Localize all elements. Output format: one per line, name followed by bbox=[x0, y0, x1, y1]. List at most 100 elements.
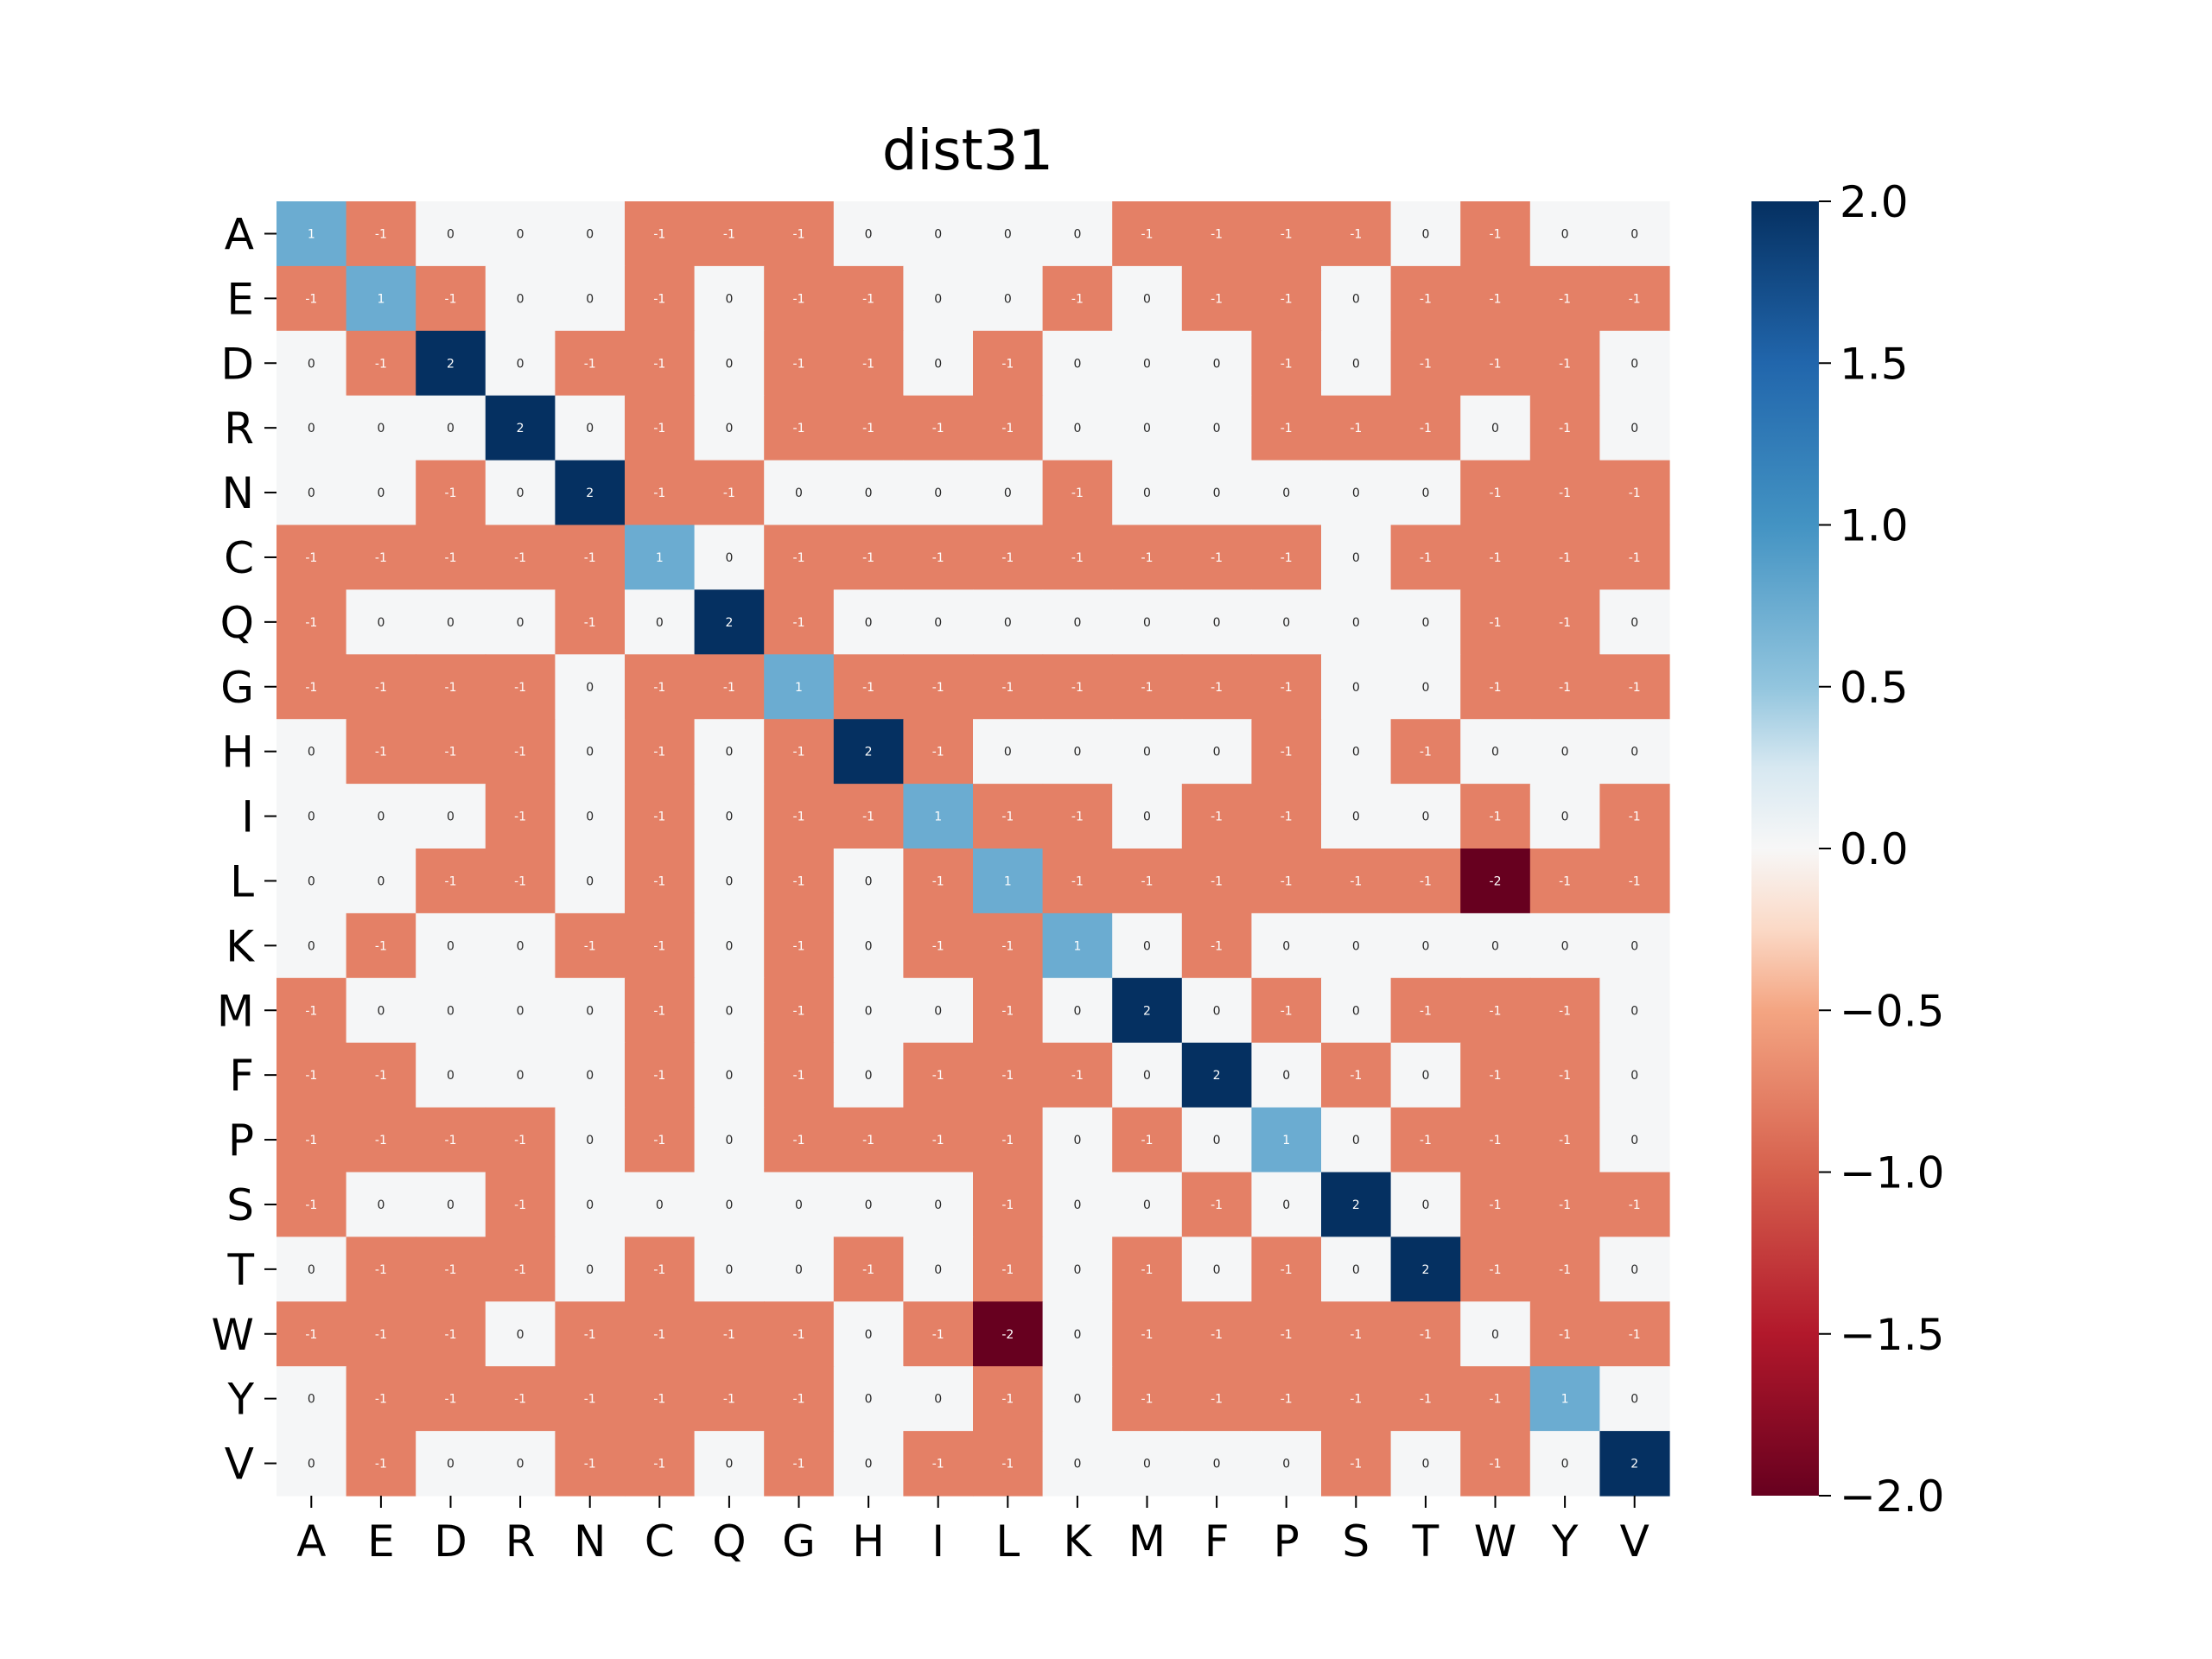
cell-value-label: -1 bbox=[445, 1134, 457, 1147]
cell-value-label: -1 bbox=[1281, 1004, 1293, 1018]
cell-value-label: 0 bbox=[865, 227, 873, 241]
heatmap-cell-G-A bbox=[276, 654, 347, 720]
cell-value-label: -1 bbox=[305, 1198, 317, 1212]
cell-value-label: -1 bbox=[1281, 357, 1293, 371]
cell-value-label: 0 bbox=[934, 486, 942, 500]
cell-value-label: 0 bbox=[934, 292, 942, 306]
cell-value-label: -1 bbox=[1559, 681, 1571, 695]
cell-value-label: 0 bbox=[308, 1458, 315, 1471]
heatmap-cell-K-P bbox=[1251, 912, 1322, 979]
cell-value-label: 0 bbox=[308, 810, 315, 824]
cell-value-label: 0 bbox=[934, 1198, 942, 1212]
heatmap-cell-A-E bbox=[346, 201, 416, 267]
cell-value-label: -1 bbox=[305, 1069, 317, 1083]
cell-value-label: -1 bbox=[1559, 1134, 1571, 1147]
y-tick-label: D bbox=[220, 339, 254, 389]
heatmap-cell-Y-M bbox=[1112, 1366, 1183, 1432]
cell-value-label: -1 bbox=[932, 746, 944, 760]
heatmap-cell-M-T bbox=[1390, 977, 1461, 1044]
cell-value-label: -1 bbox=[1281, 810, 1293, 824]
heatmap-cell-A-W bbox=[1460, 201, 1531, 267]
cell-value-label: -1 bbox=[1559, 1004, 1571, 1018]
cell-value-label: -1 bbox=[1559, 874, 1571, 888]
cell-value-label: 0 bbox=[1143, 616, 1151, 630]
cell-value-label: -1 bbox=[1629, 486, 1641, 500]
cell-value-label: -1 bbox=[1141, 551, 1154, 565]
cell-value-label: 1 bbox=[1282, 1134, 1290, 1147]
heatmap-cell-Q-D bbox=[416, 589, 486, 655]
cell-value-label: 0 bbox=[1421, 227, 1429, 241]
y-tick-label: F bbox=[229, 1051, 254, 1101]
cell-value-label: -1 bbox=[932, 422, 944, 435]
heatmap-cell-R-K bbox=[1042, 395, 1113, 461]
cell-value-label: 0 bbox=[1630, 1263, 1638, 1277]
heatmap-cell-N-P bbox=[1251, 460, 1322, 526]
cell-value-label: 0 bbox=[377, 422, 385, 435]
cell-value-label: -1 bbox=[793, 746, 805, 760]
cell-value-label: 0 bbox=[865, 939, 873, 953]
cell-value-label: 0 bbox=[1073, 1328, 1081, 1342]
heatmap-cell-N-M bbox=[1112, 460, 1183, 526]
heatmap-cell-S-F bbox=[1181, 1172, 1252, 1237]
heatmap-cell-Y-E bbox=[346, 1366, 416, 1432]
heatmap-cell-G-S bbox=[1321, 654, 1392, 720]
heatmap-cell-F-K bbox=[1042, 1042, 1113, 1109]
heatmap-cell-S-N bbox=[555, 1172, 626, 1237]
cell-value-label: -1 bbox=[653, 1458, 665, 1471]
heatmap-cell-F-I bbox=[903, 1042, 974, 1109]
cell-value-label: -1 bbox=[1629, 551, 1641, 565]
cell-value-label: 0 bbox=[517, 292, 524, 306]
cell-value-label: -1 bbox=[305, 1328, 317, 1342]
cell-value-label: -1 bbox=[932, 551, 944, 565]
colorbar-tick-label: 1.0 bbox=[1840, 501, 1909, 551]
cell-value-label: -1 bbox=[1001, 939, 1014, 953]
heatmap-cell-Q-Y bbox=[1529, 589, 1600, 655]
heatmap-cell-R-L bbox=[973, 395, 1044, 461]
cell-value-label: 0 bbox=[1491, 939, 1499, 953]
heatmap-cell-W-Q bbox=[694, 1301, 765, 1367]
cell-value-label: 0 bbox=[586, 874, 594, 888]
cell-value-label: -2 bbox=[1001, 1328, 1014, 1342]
heatmap-cell-D-C bbox=[625, 330, 696, 397]
cell-value-label: -1 bbox=[375, 1263, 387, 1277]
cell-value-label: 0 bbox=[1213, 422, 1221, 435]
cell-value-label: 0 bbox=[586, 292, 594, 306]
cell-value-label: 2 bbox=[1352, 1198, 1360, 1212]
heatmap-cell-S-I bbox=[903, 1172, 974, 1237]
cell-value-label: 0 bbox=[1352, 681, 1360, 695]
heatmap-cell-C-W bbox=[1460, 524, 1531, 590]
cell-value-label: -1 bbox=[1211, 810, 1223, 824]
cell-value-label: -1 bbox=[932, 1458, 944, 1471]
heatmap-cell-L-L bbox=[973, 849, 1044, 914]
heatmap-cell-W-K bbox=[1042, 1301, 1113, 1367]
cell-value-label: -1 bbox=[793, 422, 805, 435]
heatmap-cell-C-L bbox=[973, 524, 1044, 590]
cell-value-label: -1 bbox=[793, 357, 805, 371]
heatmap-cell-F-P bbox=[1251, 1042, 1322, 1109]
heatmap-cell-M-N bbox=[555, 977, 626, 1044]
cell-value-label: 0 bbox=[1073, 422, 1081, 435]
heatmap-cell-K-I bbox=[903, 912, 974, 979]
heatmap-cell-N-Q bbox=[694, 460, 765, 526]
heatmap-cell-H-C bbox=[625, 719, 696, 785]
y-tick-label: Y bbox=[226, 1375, 254, 1425]
cell-value-label: 0 bbox=[377, 486, 385, 500]
heatmap-cell-G-R bbox=[485, 654, 556, 720]
heatmap-cell-K-M bbox=[1112, 912, 1183, 979]
cell-value-label: 0 bbox=[1073, 1004, 1081, 1018]
heatmap-cell-Q-E bbox=[346, 589, 416, 655]
cell-value-label: 0 bbox=[1073, 1263, 1081, 1277]
heatmap-cell-Y-V bbox=[1599, 1366, 1670, 1432]
cell-value-label: 0 bbox=[447, 1198, 454, 1212]
heatmap-cell-E-Q bbox=[694, 265, 765, 332]
heatmap-cell-D-D bbox=[416, 330, 486, 397]
cell-value-label: 0 bbox=[725, 1069, 733, 1083]
heatmap-cell-Y-C bbox=[625, 1366, 696, 1432]
cell-value-label: 0 bbox=[447, 616, 454, 630]
cell-value-label: -1 bbox=[1281, 681, 1293, 695]
heatmap-cell-W-A bbox=[276, 1301, 347, 1367]
heatmap-cell-L-E bbox=[346, 849, 416, 914]
heatmap-cell-C-P bbox=[1251, 524, 1322, 590]
heatmap-cell-M-A bbox=[276, 977, 347, 1044]
